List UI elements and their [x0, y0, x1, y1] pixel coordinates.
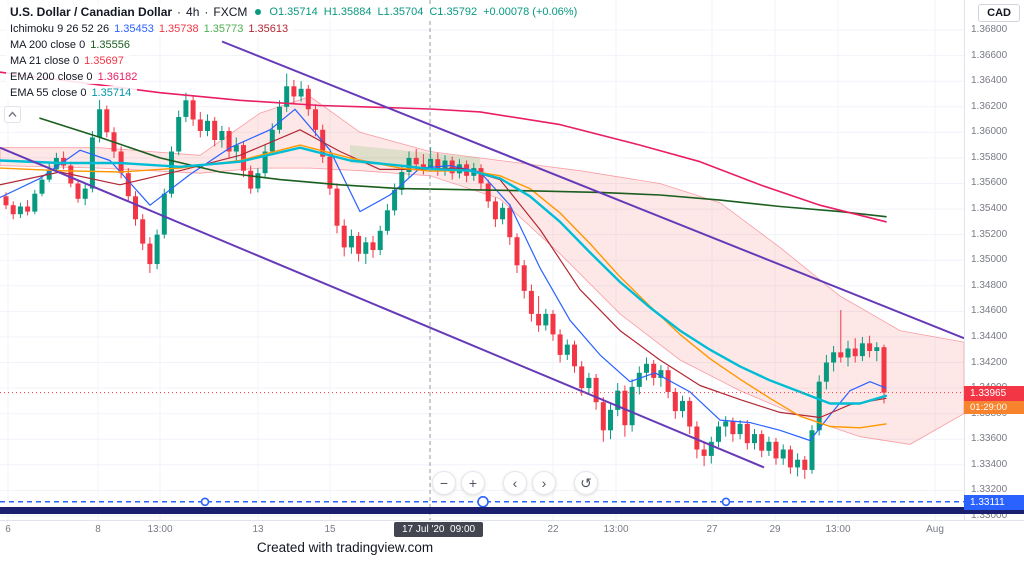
indicator-legend-row-ma21[interactable]: MA 21 close 0 1.35697	[6, 54, 130, 68]
price-tick-label: 1.36600	[971, 50, 1008, 61]
price-tick-label: 1.34400	[971, 331, 1008, 342]
price-tick-label: 1.36200	[971, 101, 1008, 112]
currency-button[interactable]: CAD	[978, 4, 1020, 22]
time-tick-label: 27	[706, 524, 718, 535]
price-tick-label: 1.35800	[971, 152, 1008, 163]
time-tick-label: 22	[547, 524, 559, 535]
scroll-right-button[interactable]: ›	[532, 471, 556, 495]
price-tick-label: 1.33000	[971, 510, 1008, 521]
price-tick-label: 1.35400	[971, 203, 1008, 214]
market-status-dot-icon	[255, 9, 262, 15]
price-tick-label: 1.33200	[971, 484, 1008, 495]
last-price-label: 1.33965	[964, 386, 1024, 401]
price-tick-label: 1.35600	[971, 177, 1008, 188]
price-tick-label: 1.36000	[971, 126, 1008, 137]
time-tick-label: 8	[95, 524, 101, 535]
price-tick-label: 1.36400	[971, 75, 1008, 86]
time-axis[interactable]: 17 Jul '20 09:00 6 8 13:00 13 15 22 13:00 27 29 1…	[0, 520, 1024, 537]
price-tick-label: 1.34800	[971, 280, 1008, 291]
price-tick-label: 1.34200	[971, 357, 1008, 368]
chart-legend: U.S. Dollar / Canadian Dollar · 4h · FXC…	[6, 4, 584, 102]
symbol-title: U.S. Dollar / Canadian Dollar	[10, 5, 173, 19]
price-tick-label: 1.33600	[971, 433, 1008, 444]
time-tick-label: 13:00	[147, 524, 173, 535]
credit-link[interactable]: Created with tradingview.com	[256, 540, 434, 555]
ohlc-values: O1.35714 H1.35884 L1.35704 C1.35792 +0.0…	[269, 6, 578, 18]
time-tick-label: 6	[5, 524, 11, 535]
time-tick-label: 13:00	[603, 524, 629, 535]
time-tick-label: 29	[769, 524, 781, 535]
indicator-legend-row-ema200[interactable]: EMA 200 close 0 1.36182	[6, 70, 144, 84]
price-tick-label: 1.34600	[971, 305, 1008, 316]
price-tick-label: 1.33400	[971, 459, 1008, 470]
bar-countdown-label: 01:29:00	[964, 401, 1024, 414]
drawing-price-label: 1.33111	[964, 495, 1024, 510]
indicator-lines	[0, 71, 888, 442]
time-tick-label: 13:00	[825, 524, 851, 535]
chevron-up-icon	[8, 111, 17, 117]
time-tick-label: Aug	[926, 524, 944, 535]
reset-chart-button[interactable]: ↺	[574, 471, 598, 495]
chart-nav-controls: − + ‹ › ↺	[432, 471, 603, 495]
legend-collapse-button[interactable]	[4, 106, 21, 123]
price-change: +0.00078 (+0.06%)	[483, 6, 578, 18]
indicator-legend-row-ichimoku[interactable]: Ichimoku 9 26 52 26 1.35453 1.35738 1.35…	[6, 22, 295, 36]
price-tick-label: 1.35000	[971, 254, 1008, 265]
symbol-legend-row[interactable]: U.S. Dollar / Canadian Dollar · 4h · FXC…	[6, 4, 584, 20]
price-axis[interactable]: 1.36800 1.36600 1.36400 1.36200 1.36000 1.358…	[964, 0, 1024, 521]
zoom-in-button[interactable]: +	[461, 471, 485, 495]
chart-canvas[interactable]	[0, 0, 964, 520]
horizontal-line-drawing	[0, 495, 964, 508]
price-tick-label: 1.35200	[971, 229, 1008, 240]
trend-channel-lines	[0, 40, 964, 469]
scroll-left-button[interactable]: ‹	[503, 471, 527, 495]
crosshair-date-tooltip: 17 Jul '20 09:00	[394, 522, 484, 537]
time-tick-label: 15	[324, 524, 336, 535]
price-tick-label: 1.36800	[971, 24, 1008, 35]
symbol-interval[interactable]: 4h	[186, 5, 200, 19]
zoom-out-button[interactable]: −	[432, 471, 456, 495]
time-tick-label: 13	[252, 524, 264, 535]
symbol-exchange: FXCM	[213, 5, 248, 19]
indicator-legend-row-ma200[interactable]: MA 200 close 0 1.35556	[6, 38, 136, 52]
navy-band	[0, 507, 1024, 514]
indicator-legend-row-ema55[interactable]: EMA 55 close 0 1.35714	[6, 86, 138, 100]
